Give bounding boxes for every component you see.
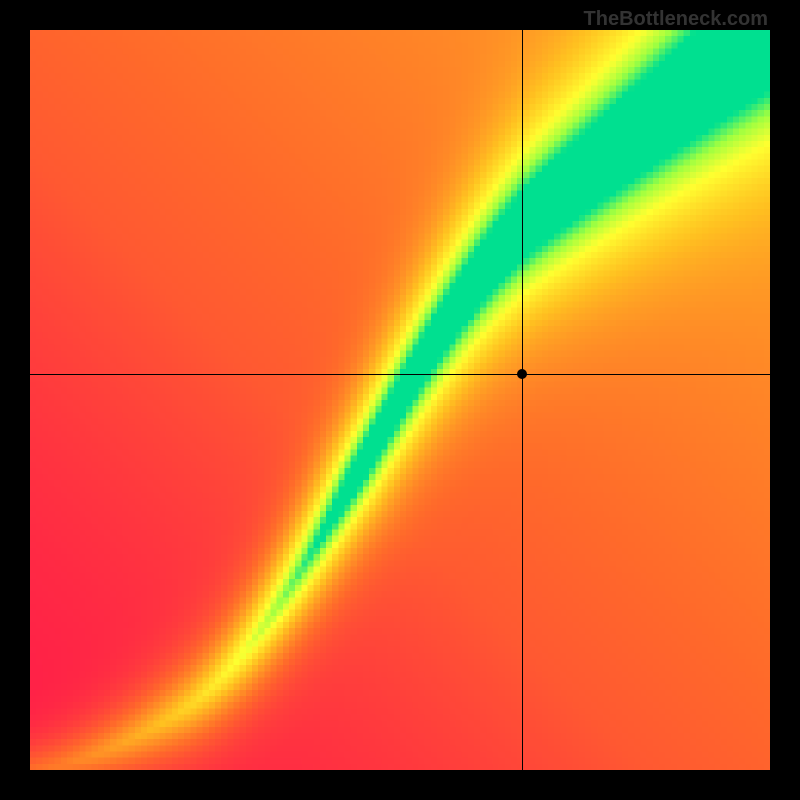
crosshair-vertical	[522, 30, 523, 770]
crosshair-horizontal	[30, 374, 770, 375]
selection-marker	[517, 369, 527, 379]
watermark-text: TheBottleneck.com	[584, 8, 768, 31]
chart-container: TheBottleneck.com	[0, 0, 800, 800]
bottleneck-heatmap	[30, 30, 770, 770]
